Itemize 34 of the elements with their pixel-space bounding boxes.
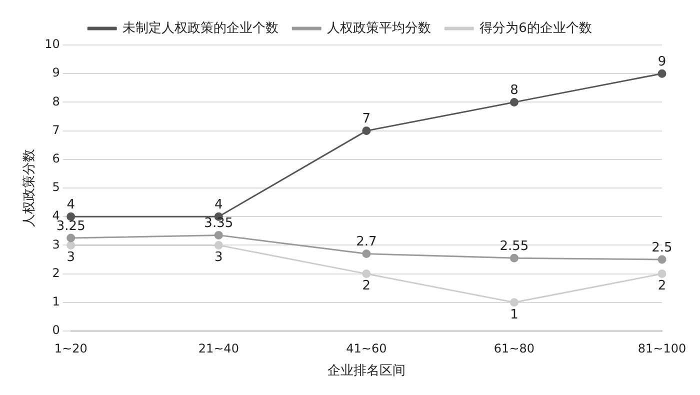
data-label: 2.7	[356, 234, 377, 250]
x-axis-title: 企业排名区间	[327, 364, 406, 379]
data-label: 2	[658, 278, 666, 294]
data-label: 9	[658, 54, 666, 70]
y-tick-label: 10	[44, 37, 60, 52]
x-tick-label: 1~20	[54, 341, 88, 356]
y-tick-label: 6	[52, 152, 60, 166]
legend-label: 得分为6的企业个数	[480, 20, 592, 36]
x-tick-label: 41~60	[346, 341, 387, 356]
y-tick-label: 8	[52, 94, 60, 108]
x-tick-label: 21~40	[198, 341, 239, 356]
y-tick-label: 3	[52, 237, 60, 252]
y-tick-label: 7	[52, 122, 60, 137]
data-label: 4	[214, 197, 223, 212]
y-tick-label: 0	[52, 323, 60, 338]
data-label: 7	[362, 112, 371, 127]
y-tick-label: 9	[52, 66, 60, 80]
data-label: 1	[510, 307, 518, 322]
y-tick-label: 2	[52, 266, 60, 280]
data-label: 3	[66, 250, 76, 266]
y-axis-title: 人权政策分数	[22, 149, 38, 227]
data-label: 2.55	[500, 238, 529, 254]
x-tick-label: 81~100	[638, 341, 686, 356]
legend-label: 人权政策平均分数	[327, 20, 432, 36]
x-tick-label: 61~80	[494, 341, 535, 356]
data-label: 8	[510, 83, 518, 98]
data-label: 3.35	[204, 216, 234, 232]
data-label: 2	[362, 278, 371, 294]
data-label: 2.5	[652, 240, 672, 256]
y-tick-label: 1	[52, 294, 60, 309]
data-label: 4	[66, 197, 76, 212]
data-label: 3	[214, 250, 223, 266]
legend-label: 未制定人权政策的企业个数	[122, 20, 279, 36]
y-tick-label: 5	[52, 180, 60, 194]
